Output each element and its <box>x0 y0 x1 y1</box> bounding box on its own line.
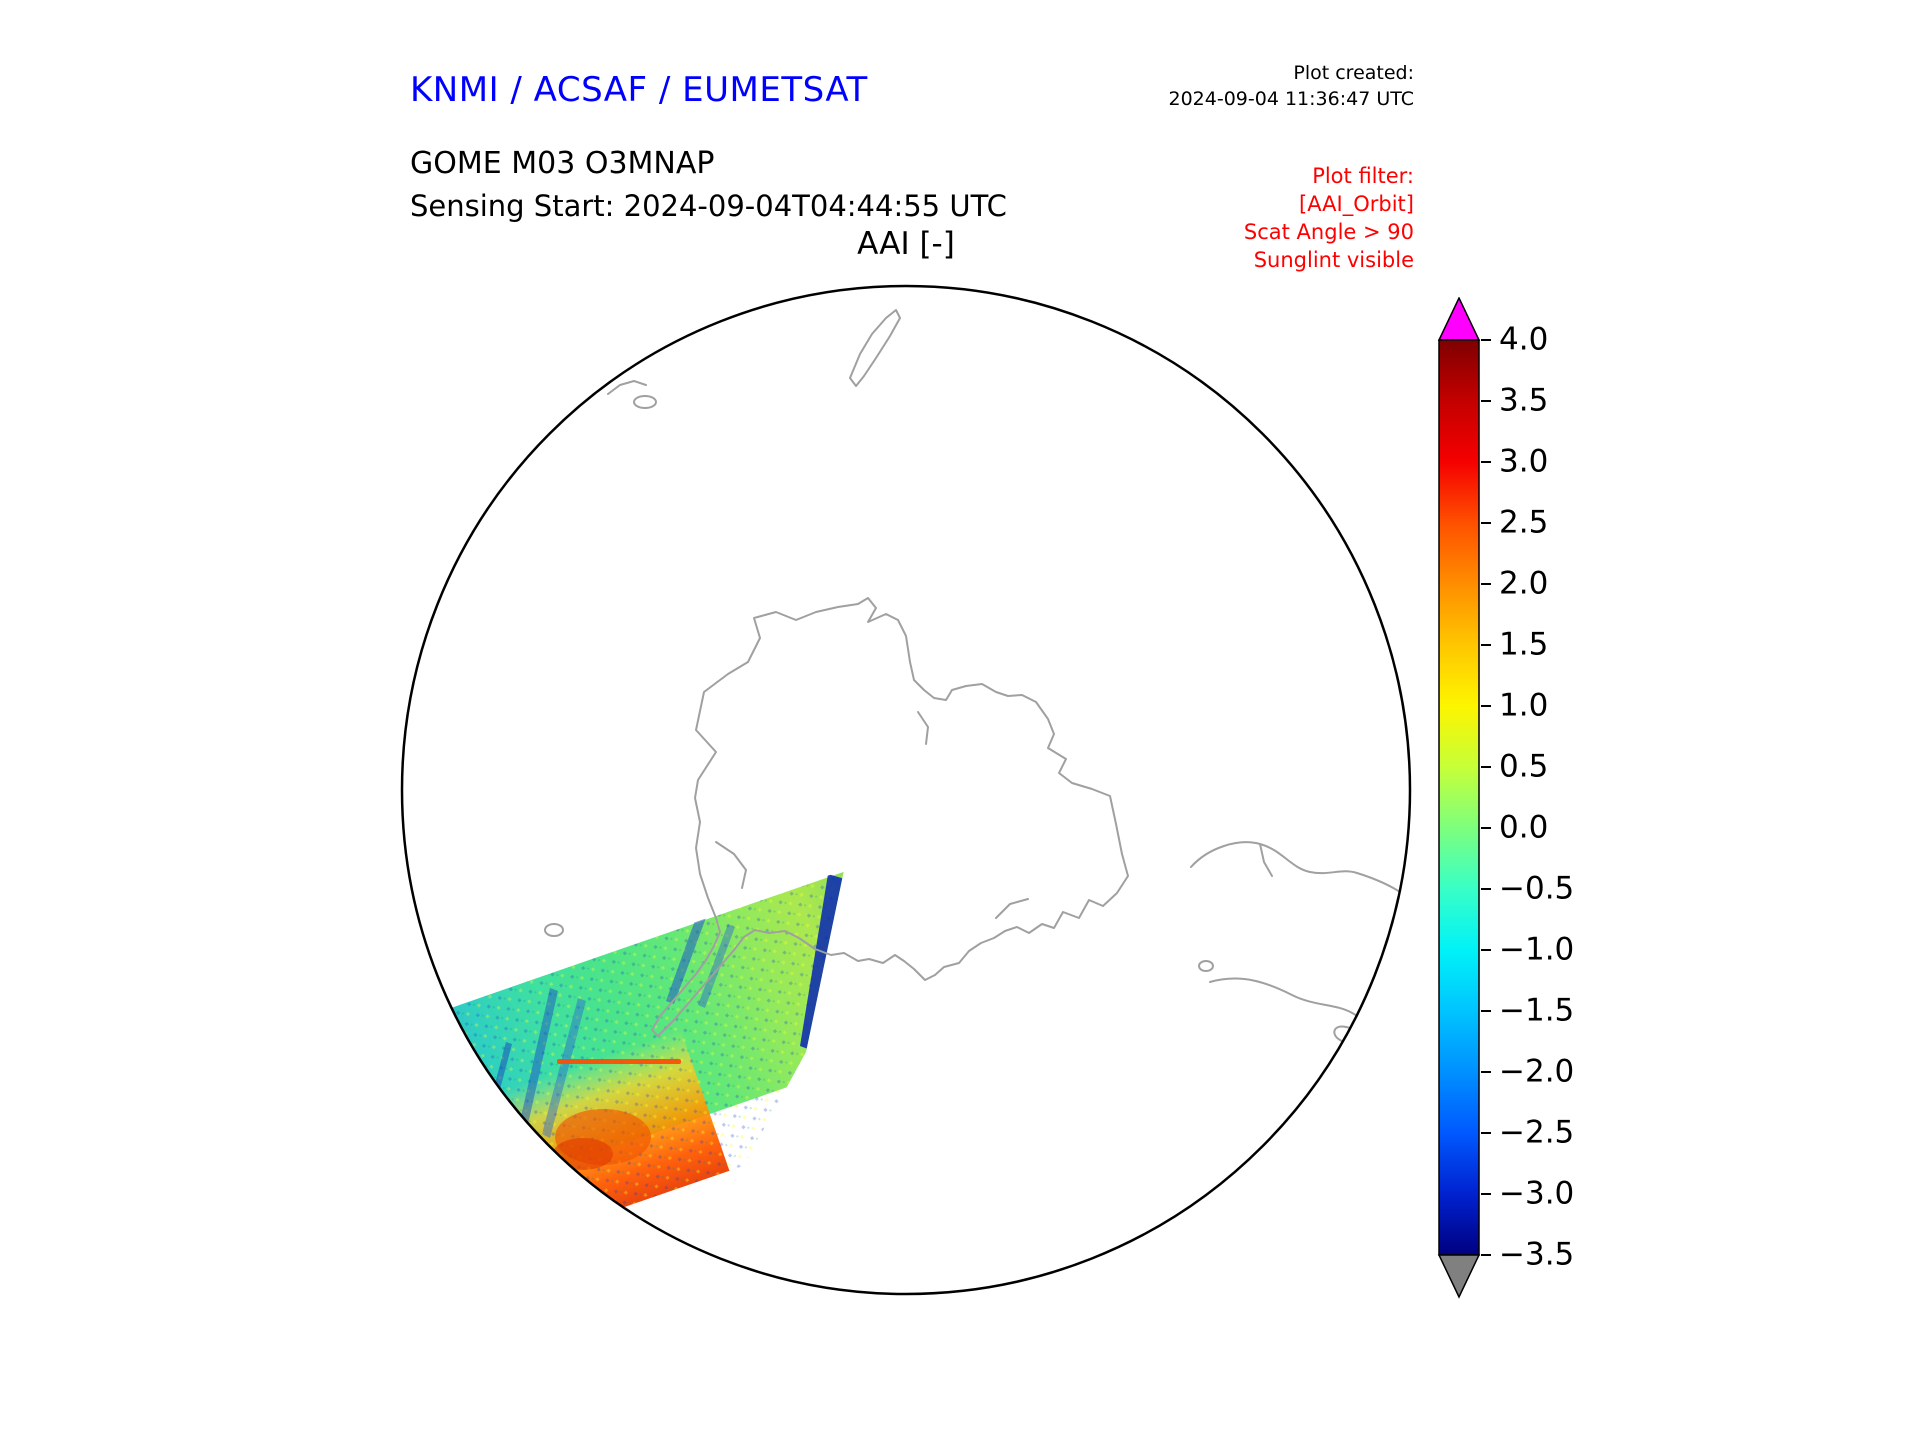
colorbar-tick-label: −2.0 <box>1499 1053 1575 1090</box>
colorbar-tickmark <box>1481 705 1491 707</box>
island <box>633 395 657 409</box>
swath-streak <box>666 912 707 1004</box>
plot-title: AAI [-] <box>857 226 955 262</box>
colorbar-tick-label: −0.5 <box>1499 870 1575 907</box>
colorbar-tickmark <box>1481 827 1491 829</box>
colorbar-tickmark <box>1481 888 1491 890</box>
plot-filter-block: Plot filter: [AAI_Orbit] Scat Angle > 90 S… <box>1244 162 1414 274</box>
plot-filter-line: Sunglint visible <box>1253 248 1414 272</box>
colorbar-tick-label: 0.5 <box>1499 748 1549 785</box>
colorbar-tick-label: −3.5 <box>1499 1236 1575 1273</box>
colorbar-tickmark <box>1481 1193 1491 1195</box>
globe-outline <box>400 284 1412 1296</box>
colorbar: 4.0 3.5 3.0 2.5 2.0 1.5 1.0 0.5 0.0 −0.5 −1.0 −1.5 −… <box>1437 296 1687 1299</box>
colorbar-tick-label: 4.0 <box>1499 321 1549 358</box>
colorbar-tickmark <box>1481 1254 1491 1256</box>
plot-filter-lines: [AAI_Orbit] Scat Angle > 90 Sunglint visib… <box>1244 190 1414 274</box>
coastline-fragment <box>1190 841 1404 895</box>
colorbar-tick-label: 0.0 <box>1499 809 1549 846</box>
swath-streak <box>542 998 586 1138</box>
colorbar-tickmark <box>1481 522 1491 524</box>
ice-shelf-line <box>995 898 1029 919</box>
island <box>544 923 564 937</box>
swath-orange-streak <box>557 1059 681 1064</box>
colorbar-tick-label: 2.0 <box>1499 565 1549 602</box>
coastline-fragment <box>849 309 901 387</box>
colorbar-tick-label: −2.5 <box>1499 1114 1575 1151</box>
colorbar-tick-label: 2.5 <box>1499 504 1549 541</box>
swath-red-patch <box>553 1138 613 1170</box>
colorbar-tickmark <box>1481 400 1491 402</box>
colorbar-tickmark <box>1481 1132 1491 1134</box>
colorbar-tickmark <box>1481 339 1491 341</box>
colorbar-tickmark <box>1481 583 1491 585</box>
agency-title: KNMI / ACSAF / EUMETSAT <box>410 70 868 110</box>
antarctica-coastline <box>651 597 1129 1037</box>
colorbar-tick-label: −1.5 <box>1499 992 1575 1029</box>
colorbar-tickmark <box>1481 644 1491 646</box>
plot-created-timestamp: 2024-09-04 11:36:47 UTC <box>1168 88 1415 110</box>
colorbar-tick-label: −3.0 <box>1499 1175 1575 1212</box>
coastline-fragment <box>1259 843 1273 877</box>
colorbar-tick-label: 1.5 <box>1499 626 1549 663</box>
coastline-fragment <box>607 380 647 395</box>
swath-dark-streak <box>800 874 844 1052</box>
ice-shelf-line <box>715 841 747 889</box>
plot-created-label: Plot created: <box>1293 62 1414 84</box>
satellite-swath <box>402 870 844 1258</box>
colorbar-tickmark <box>1481 1010 1491 1012</box>
colorbar-tickmark <box>1481 766 1491 768</box>
colorbar-tick-label: 3.5 <box>1499 382 1549 419</box>
plot-created-block: Plot created: 2024-09-04 11:36:47 UTC <box>1169 60 1415 112</box>
colorbar-gradient <box>1438 339 1480 1256</box>
colorbar-tick-label: −1.0 <box>1499 931 1575 968</box>
plot-filter-line: Scat Angle > 90 <box>1243 220 1414 244</box>
colorbar-tick-label: 3.0 <box>1499 443 1549 480</box>
swath-streak <box>698 924 735 1008</box>
polar-map <box>400 284 1412 1296</box>
colorbar-bar <box>1437 296 1481 1299</box>
island <box>1198 960 1214 972</box>
ice-shelf-line <box>917 711 929 745</box>
colorbar-under-arrow <box>1437 1254 1481 1299</box>
colorbar-tickmark <box>1481 949 1491 951</box>
plot-filter-line: [AAI_Orbit] <box>1299 192 1414 216</box>
colorbar-tick-label: 1.0 <box>1499 687 1549 724</box>
plot-filter-heading: Plot filter: <box>1312 164 1414 188</box>
colorbar-tickmark <box>1481 1071 1491 1073</box>
product-title: GOME M03 O3MNAP <box>410 146 715 181</box>
coastline-fragment <box>1209 977 1363 1048</box>
sensing-start: Sensing Start: 2024-09-04T04:44:55 UTC <box>410 189 1007 223</box>
colorbar-over-arrow <box>1437 296 1481 341</box>
colorbar-tickmark <box>1481 461 1491 463</box>
swath-streak <box>520 988 558 1124</box>
